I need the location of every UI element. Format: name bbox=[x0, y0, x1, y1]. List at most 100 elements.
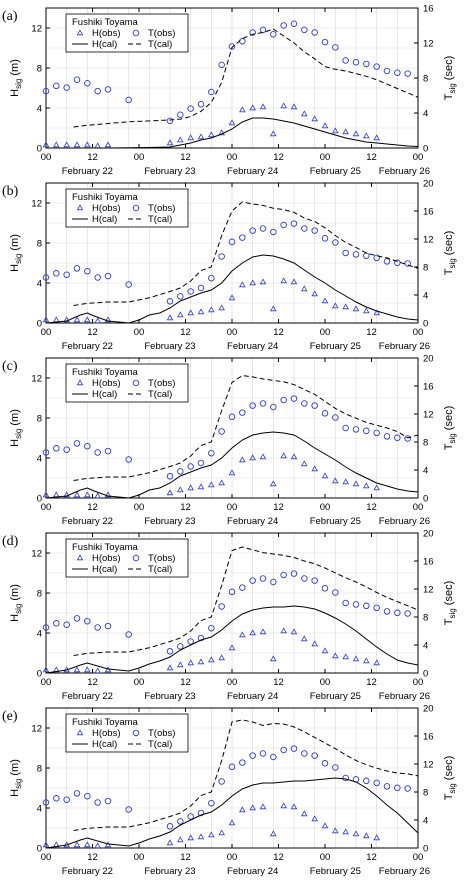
date-label: February 26 bbox=[379, 341, 430, 352]
marker-h-obs bbox=[94, 667, 101, 674]
marker-h-obs bbox=[249, 454, 256, 461]
marker-h-obs bbox=[104, 141, 112, 148]
legend-label-h-cal: H(cal) bbox=[92, 214, 117, 225]
marker-h-obs bbox=[228, 119, 236, 126]
marker-t-obs bbox=[373, 779, 380, 787]
marker-t-obs bbox=[239, 759, 246, 766]
marker-t-obs bbox=[53, 445, 60, 452]
marker-t-obs bbox=[290, 570, 298, 577]
marker-h-obs bbox=[321, 647, 329, 654]
marker-t-obs bbox=[352, 601, 360, 608]
date-label: February 22 bbox=[62, 691, 113, 702]
marker-h-obs bbox=[208, 481, 215, 488]
marker-h-obs bbox=[218, 129, 225, 136]
marker-h-obs bbox=[84, 491, 91, 498]
marker-t-obs bbox=[42, 274, 50, 281]
y-axis-label-right: Tsig (sec) bbox=[443, 56, 457, 100]
y-left-tick-label: 4 bbox=[37, 279, 42, 290]
y-left-tick-label: 8 bbox=[37, 64, 42, 75]
y-left-tick-label: 8 bbox=[37, 589, 42, 600]
marker-t-obs bbox=[104, 447, 112, 455]
marker-t-obs bbox=[342, 424, 349, 432]
y-right-tick-label: 12 bbox=[423, 410, 434, 421]
marker-t-obs bbox=[104, 797, 112, 805]
marker-h-obs bbox=[73, 491, 81, 498]
marker-t-obs bbox=[125, 806, 132, 813]
marker-h-obs bbox=[352, 130, 360, 137]
marker-t-obs bbox=[187, 105, 194, 112]
x-tick-label: 00 bbox=[413, 852, 424, 863]
marker-h-obs bbox=[301, 110, 308, 117]
marker-t-obs bbox=[342, 249, 349, 257]
x-tick-label: 12 bbox=[180, 152, 191, 163]
marker-h-obs bbox=[270, 655, 277, 662]
y-right-tick-label: 4 bbox=[423, 291, 428, 302]
x-tick-label: 00 bbox=[413, 327, 424, 338]
x-tick-label: 00 bbox=[41, 152, 52, 163]
marker-t-obs bbox=[228, 238, 236, 246]
marker-h-obs bbox=[332, 827, 339, 834]
date-label: February 26 bbox=[379, 691, 430, 702]
marker-t-obs bbox=[332, 239, 339, 246]
y-label-left-sub: sig bbox=[14, 604, 23, 614]
marker-h-obs bbox=[259, 803, 267, 810]
marker-t-obs bbox=[321, 235, 329, 242]
y-left-tick-label: 12 bbox=[31, 374, 42, 385]
marker-t-obs bbox=[208, 274, 215, 282]
marker-t-obs bbox=[383, 67, 391, 75]
marker-t-obs bbox=[177, 111, 184, 118]
marker-h-obs bbox=[342, 478, 349, 485]
marker-h-obs bbox=[373, 834, 380, 841]
series-line-t-cal bbox=[73, 546, 419, 656]
legend-label-h-cal: H(cal) bbox=[92, 39, 117, 50]
y-right-tick-label: 0 bbox=[423, 144, 428, 155]
legend-box bbox=[65, 713, 189, 753]
legend-label-h-cal: H(cal) bbox=[92, 739, 117, 750]
marker-h-obs bbox=[301, 285, 308, 292]
y-axis-label-left: Hsig (m) bbox=[9, 584, 23, 622]
marker-t-obs bbox=[208, 624, 215, 632]
y-right-tick-label: 12 bbox=[423, 39, 434, 50]
marker-h-obs bbox=[342, 128, 349, 135]
marker-t-obs bbox=[84, 79, 91, 87]
marker-h-obs bbox=[249, 629, 256, 636]
marker-t-obs bbox=[104, 272, 112, 280]
y-right-tick-label: 8 bbox=[423, 438, 428, 449]
marker-t-obs bbox=[208, 88, 215, 96]
marker-t-obs bbox=[187, 288, 194, 295]
marker-h-obs bbox=[270, 830, 277, 837]
panel-label: (d) bbox=[2, 534, 19, 549]
y-right-tick-label: 4 bbox=[423, 641, 428, 652]
date-label: February 23 bbox=[144, 516, 195, 527]
legend-label-h-obs: H(obs) bbox=[92, 203, 121, 214]
marker-h-obs bbox=[280, 277, 287, 284]
y-right-tick-label: 16 bbox=[423, 732, 434, 743]
marker-t-obs bbox=[177, 643, 184, 650]
marker-t-obs bbox=[342, 774, 349, 782]
y-label-left-unit: (m) bbox=[9, 584, 21, 604]
marker-h-obs bbox=[239, 631, 246, 638]
marker-t-obs bbox=[177, 818, 184, 825]
marker-t-obs bbox=[94, 799, 101, 806]
date-label: February 23 bbox=[144, 166, 195, 177]
x-tick-label: 12 bbox=[273, 677, 284, 688]
marker-h-obs bbox=[228, 294, 236, 301]
marker-t-obs bbox=[42, 624, 50, 631]
legend-swatch-h-obs bbox=[76, 29, 84, 36]
legend-label-h-cal: H(cal) bbox=[92, 564, 117, 575]
legend-label-h-cal: H(cal) bbox=[92, 389, 117, 400]
x-tick-label: 00 bbox=[320, 852, 331, 863]
marker-h-obs bbox=[187, 659, 194, 666]
x-tick-label: 00 bbox=[413, 502, 424, 513]
x-tick-label: 12 bbox=[366, 502, 377, 513]
marker-h-obs bbox=[63, 491, 70, 498]
marker-h-obs bbox=[218, 654, 225, 661]
x-tick-label: 00 bbox=[320, 327, 331, 338]
marker-t-obs bbox=[363, 60, 370, 68]
marker-h-obs bbox=[363, 132, 370, 139]
y-left-tick-label: 4 bbox=[37, 454, 42, 465]
marker-t-obs bbox=[73, 440, 81, 447]
marker-t-obs bbox=[352, 251, 360, 258]
